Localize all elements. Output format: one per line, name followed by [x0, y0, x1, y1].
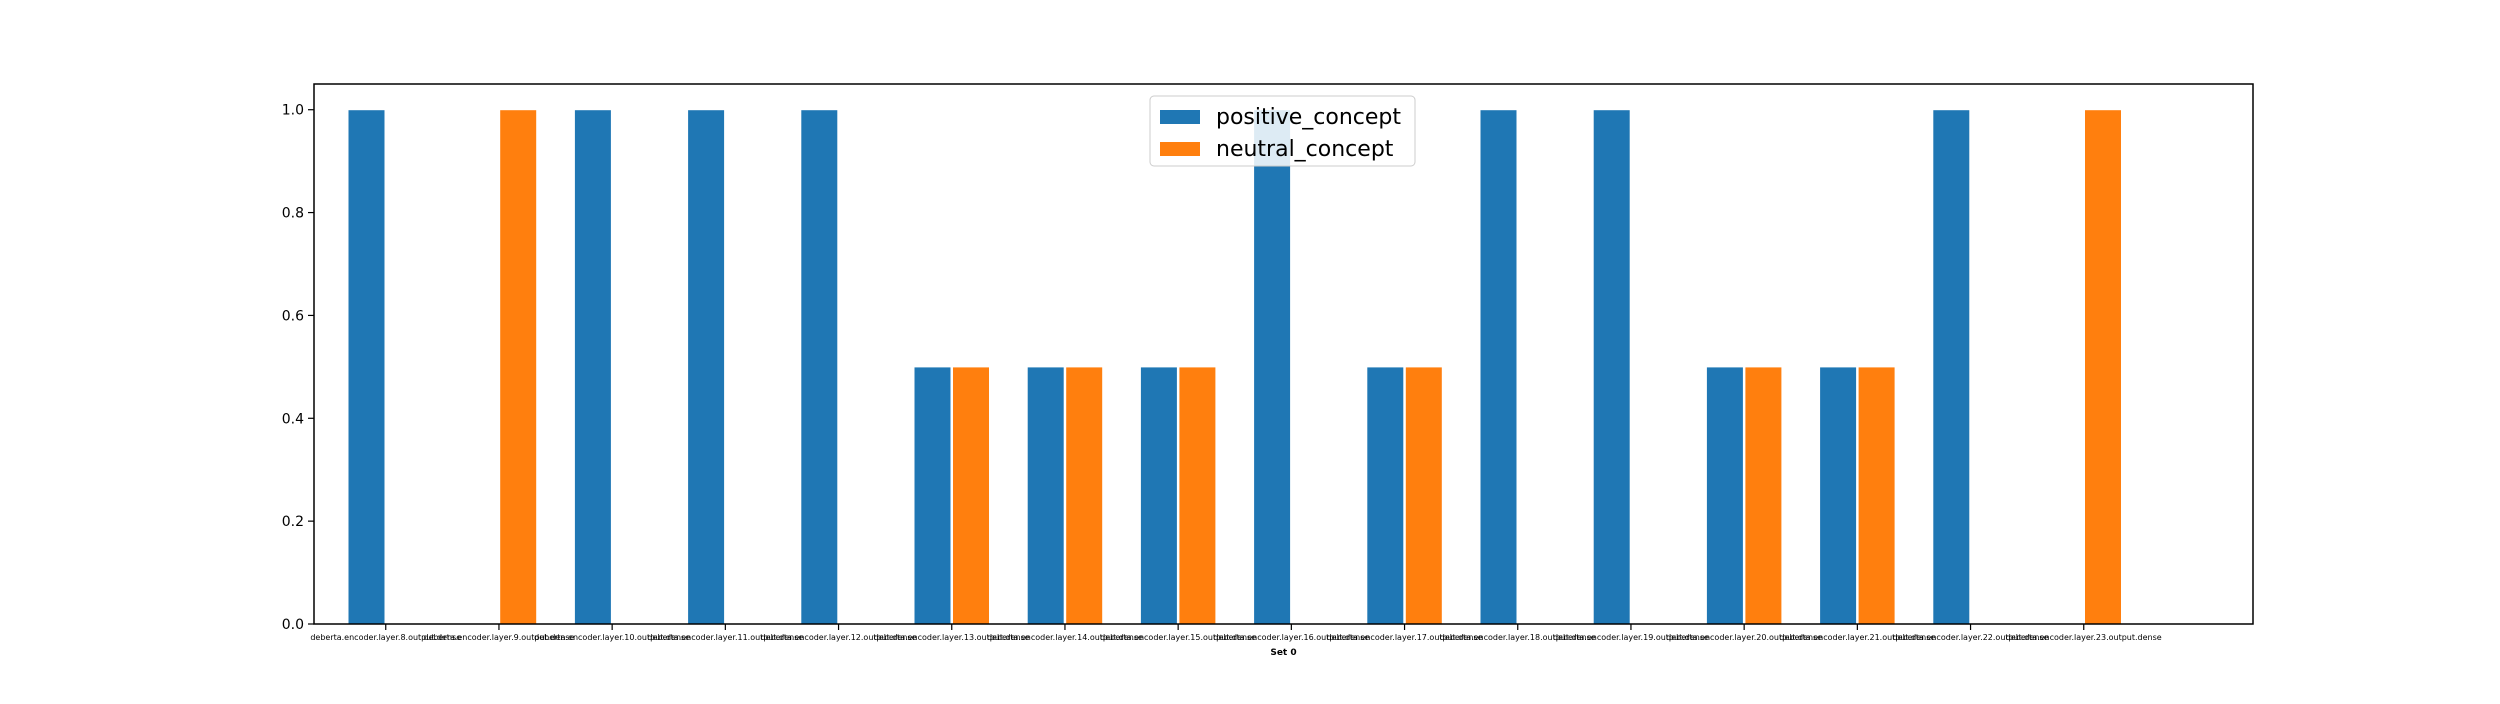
bar-positive-concept-13	[1705, 366, 1744, 625]
x-tick-label: deberta.encoder.layer.12.output.dense	[761, 633, 917, 642]
y-tick-label: 1.0	[282, 103, 304, 119]
legend-label-positive-concept: positive_concept	[1216, 105, 1401, 130]
x-axis-label: Set 0	[1270, 648, 1296, 658]
bar-positive-concept-1	[347, 109, 386, 625]
bars-layer	[347, 109, 2122, 625]
bar-neutral-concept-16	[2084, 109, 2122, 625]
y-tick-label: 0.0	[282, 617, 304, 633]
x-tick-label: deberta.encoder.layer.8.output.dense	[310, 633, 461, 642]
bar-positive-concept-11	[1479, 109, 1518, 625]
x-tick-label: deberta.encoder.layer.18.output.dense	[1440, 633, 1596, 642]
x-tick-label: deberta.encoder.layer.19.output.dense	[1553, 633, 1709, 642]
bar-neutral-concept-7	[1065, 366, 1104, 625]
bar-positive-concept-12	[1592, 109, 1631, 625]
legend-swatch-positive-concept	[1160, 110, 1200, 124]
x-tick-label: deberta.encoder.layer.17.output.dense	[1327, 633, 1483, 642]
bar-neutral-concept-13	[1744, 366, 1783, 625]
x-tick-label: deberta.encoder.layer.11.output.dense	[647, 633, 803, 642]
x-axis: deberta.encoder.layer.8.output.densedebe…	[310, 624, 2162, 642]
x-tick-label: deberta.encoder.layer.10.output.dense	[534, 633, 690, 642]
bar-positive-concept-4	[687, 109, 726, 625]
bar-neutral-concept-2	[499, 109, 538, 625]
x-tick-label: deberta.encoder.layer.21.output.dense	[1779, 633, 1935, 642]
bar-positive-concept-5	[800, 109, 839, 625]
legend-label-neutral-concept: neutral_concept	[1216, 137, 1394, 162]
bar-neutral-concept-8	[1178, 366, 1217, 625]
y-tick-label: 0.8	[282, 206, 304, 222]
x-tick-label: deberta.encoder.layer.13.output.dense	[874, 633, 1030, 642]
bar-positive-concept-9	[1253, 109, 1292, 625]
bar-positive-concept-8	[1139, 366, 1178, 625]
x-tick-label: deberta.encoder.layer.20.output.dense	[1666, 633, 1822, 642]
x-tick-label: deberta.encoder.layer.23.output.dense	[2006, 633, 2162, 642]
bar-positive-concept-6	[913, 366, 952, 625]
bar-positive-concept-14	[1819, 366, 1858, 625]
bar-positive-concept-10	[1366, 366, 1405, 625]
bar-positive-concept-3	[573, 109, 612, 625]
x-tick-label: deberta.encoder.layer.15.output.dense	[1100, 633, 1256, 642]
bar-neutral-concept-6	[952, 366, 990, 625]
x-tick-label: deberta.encoder.layer.22.output.dense	[1893, 633, 2049, 642]
y-axis: 0.0 0.2 0.4 0.6 0.8 1.0	[282, 103, 314, 633]
y-tick-label: 0.2	[282, 514, 304, 530]
bar-neutral-concept-14	[1857, 366, 1896, 625]
x-tick-label: deberta.encoder.layer.16.output.dense	[1213, 633, 1369, 642]
legend: positive_concept neutral_concept	[1149, 95, 1416, 167]
x-tick-label: deberta.encoder.layer.14.output.dense	[987, 633, 1143, 642]
plot-frame	[313, 83, 2254, 625]
bar-neutral-concept-10	[1404, 366, 1443, 625]
legend-box	[1149, 95, 1416, 167]
bar-positive-concept-7	[1026, 366, 1065, 625]
y-tick-label: 0.4	[282, 411, 304, 427]
x-tick-label: deberta.encoder.layer.9.output.dense	[424, 633, 575, 642]
legend-swatch-neutral-concept	[1160, 142, 1200, 156]
y-tick-label: 0.6	[282, 308, 304, 324]
bar-positive-concept-15	[1932, 109, 1971, 625]
